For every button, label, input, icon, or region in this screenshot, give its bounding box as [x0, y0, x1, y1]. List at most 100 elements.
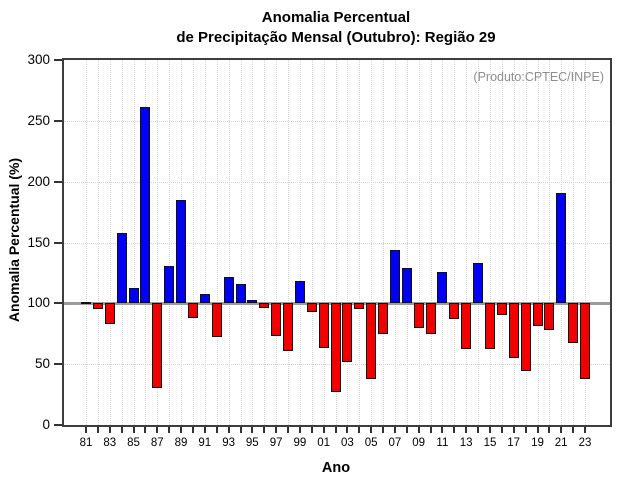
bar-09 [413, 303, 424, 328]
x-tick [334, 427, 337, 433]
x-tick-label: 21 [554, 437, 568, 449]
x-tick-label: 85 [127, 437, 140, 449]
x-tick-label: 91 [198, 437, 212, 449]
x-tick [251, 427, 254, 433]
x-tick [512, 427, 515, 433]
y-tick-label: 200 [27, 173, 50, 189]
chart-title-line1: Anomalia Percentual [261, 9, 411, 26]
y-tick-label: 300 [27, 52, 50, 67]
bar-99 [294, 281, 305, 304]
bar-01 [318, 303, 329, 349]
bar-21 [556, 192, 567, 304]
y-tick-label: 50 [34, 356, 50, 372]
x-tick-label: 89 [174, 437, 188, 449]
y-tick-label: 100 [27, 295, 50, 311]
x-tick [227, 427, 230, 433]
x-tick [120, 427, 123, 433]
x-tick [275, 427, 278, 433]
x-tick [215, 427, 218, 433]
horizontal-gridline [64, 120, 610, 122]
bar-95 [247, 299, 258, 304]
bar-10 [425, 303, 436, 334]
bar-20 [544, 303, 555, 331]
plot-area: 0 50 100 150 200 250 300 81 83 85 87 89 91 93 95 97 99 01… [27, 52, 612, 449]
y-tick [54, 424, 62, 426]
x-tick [168, 427, 171, 433]
x-tick-label: 19 [531, 437, 544, 449]
product-annotation: (Produto:CPTEC/INPE) [473, 70, 604, 84]
x-tick [370, 427, 373, 433]
bar-16 [496, 303, 507, 316]
bar-89 [176, 199, 186, 304]
bar-00 [306, 303, 317, 312]
y-tick [54, 59, 62, 61]
bar-90 [187, 303, 198, 318]
bar-18 [520, 303, 531, 372]
x-tick [584, 427, 586, 433]
bar-08 [401, 268, 412, 304]
x-tick-label: 07 [388, 437, 402, 449]
x-tick [465, 427, 468, 433]
x-tick [429, 427, 432, 433]
x-tick-label: 95 [245, 437, 259, 449]
x-tick-label: 87 [150, 437, 164, 449]
x-tick-label: 23 [578, 437, 592, 449]
horizontal-gridline [64, 181, 610, 183]
x-tick [132, 427, 135, 433]
x-tick [96, 427, 99, 433]
x-tick-label: 17 [507, 437, 521, 449]
bar-81 [81, 302, 91, 305]
bar-83 [104, 303, 115, 324]
bar-82 [92, 303, 103, 310]
bar-19 [532, 303, 543, 327]
x-tick [477, 427, 480, 433]
x-tick-label: 05 [364, 437, 378, 449]
x-tick-label: 93 [222, 437, 235, 449]
x-axis-label: Ano [321, 460, 351, 476]
bar-06 [378, 303, 388, 334]
y-tick-label: 150 [27, 234, 50, 250]
x-tick [417, 427, 420, 433]
y-tick [54, 241, 62, 244]
bar-91 [199, 293, 210, 304]
x-tick [298, 427, 301, 433]
x-tick [405, 427, 408, 433]
bar-15 [485, 303, 495, 350]
bar-84 [116, 232, 127, 304]
x-tick [239, 427, 242, 433]
x-tick [156, 427, 159, 433]
x-tick [548, 427, 551, 433]
x-tick-label: 97 [269, 437, 283, 449]
bar-98 [283, 303, 293, 351]
bar-87 [152, 303, 163, 389]
bar-17 [508, 303, 519, 359]
x-tick [180, 427, 182, 433]
bar-07 [389, 249, 400, 304]
x-tick [203, 427, 206, 433]
x-tick [191, 427, 194, 433]
y-tick [54, 363, 62, 366]
x-tick-label: 01 [317, 437, 330, 449]
bar-85 [128, 287, 139, 304]
x-tick-label: 99 [293, 437, 307, 449]
bar-05 [366, 303, 377, 379]
bar-23 [580, 303, 590, 379]
bar-04 [354, 303, 365, 310]
bar-88 [164, 265, 175, 304]
bar-12 [449, 303, 460, 320]
bar-93 [223, 276, 234, 304]
x-tick-label: 11 [436, 437, 449, 449]
x-tick-label: 83 [103, 437, 117, 449]
x-tick [382, 427, 384, 433]
bar-22 [568, 303, 579, 344]
y-tick [54, 302, 62, 305]
y-tick-label: 250 [27, 112, 50, 128]
x-tick [572, 427, 575, 433]
x-tick [524, 427, 527, 433]
x-tick [441, 427, 444, 433]
x-tick [500, 427, 503, 433]
x-tick [536, 427, 539, 433]
horizontal-gridline [64, 242, 610, 244]
x-tick [453, 427, 456, 433]
